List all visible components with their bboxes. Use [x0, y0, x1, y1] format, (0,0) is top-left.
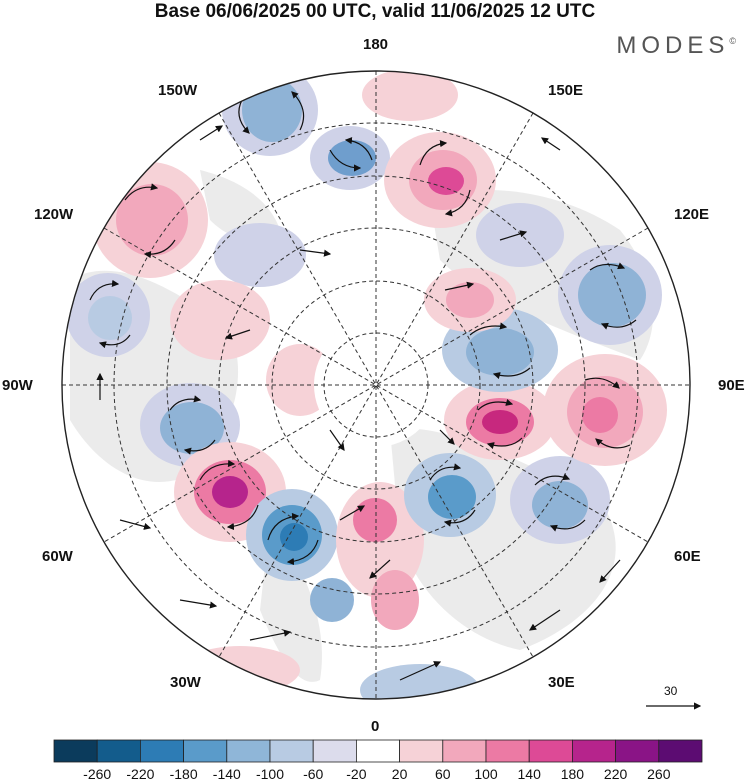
colorbar-tick-label: 140 [517, 766, 541, 782]
colorbar-swatch [485, 739, 530, 763]
lon-label-180: 180 [363, 36, 389, 53]
colorbar-tick-label: 100 [474, 766, 498, 782]
lon-label-60e: 60E [674, 548, 701, 565]
colorbar-tick-label: -60 [303, 766, 324, 782]
colorbar-swatch [615, 739, 660, 763]
colorbar-swatch [355, 739, 400, 763]
colorbar-swatch [658, 739, 703, 763]
colorbar-swatch [269, 739, 314, 763]
lon-label-120w: 120W [34, 206, 74, 223]
colorbar-tick-label: 180 [560, 766, 585, 782]
lon-label-120e: 120E [674, 206, 710, 223]
wind-vectors [89, 91, 641, 681]
map-title: Base 06/06/2025 00 UTC, valid 11/06/2025… [154, 1, 596, 22]
colorbar-tick-label: 260 [647, 766, 671, 782]
colorbar-tick-label: -260 [83, 766, 112, 782]
vector-scale-label: 30 [664, 684, 678, 698]
map-disc [62, 71, 690, 699]
colorbar-tick-label: 220 [603, 766, 628, 782]
modes-logo-text: MODES [616, 32, 730, 59]
modes-logo: MODES© [616, 32, 736, 60]
colorbar-tick-label: -220 [126, 766, 155, 782]
colorbar-swatch [442, 739, 487, 763]
pole-cap [314, 323, 438, 447]
colorbar-tick-label: -140 [212, 766, 241, 782]
colorbar-swatch [528, 739, 573, 763]
colorbar-swatch [183, 739, 228, 763]
colorbar-swatch [312, 739, 357, 763]
lon-label-90w: 90W [2, 377, 33, 394]
colorbar-swatch [226, 739, 271, 763]
lon-label-60w: 60W [42, 548, 73, 565]
colorbar-swatch [572, 739, 617, 763]
graticule [62, 71, 690, 699]
lon-label-30e: 30E [548, 674, 575, 691]
copyright-mark: © [729, 36, 736, 46]
map-boundary [61, 70, 691, 700]
colorbar [53, 739, 703, 763]
colorbar-tick-label: 60 [435, 766, 451, 782]
colorbar-swatch [53, 739, 98, 763]
lon-label-30w: 30W [170, 674, 201, 691]
colorbar-tick-label: -180 [169, 766, 198, 782]
lon-label-150w: 150W [158, 82, 198, 99]
colorbar-swatch [96, 739, 141, 763]
colorbar-swatch [399, 739, 444, 763]
lon-label-150e: 150E [548, 82, 584, 99]
colorbar-tick-label: 20 [391, 766, 408, 782]
colorbar-swatch [139, 739, 184, 763]
colorbar-tick-label: -20 [346, 766, 367, 782]
lon-label-0: 0 [371, 718, 380, 735]
colorbar-tick-label: -100 [255, 766, 285, 782]
lon-label-90e: 90E [718, 377, 745, 394]
